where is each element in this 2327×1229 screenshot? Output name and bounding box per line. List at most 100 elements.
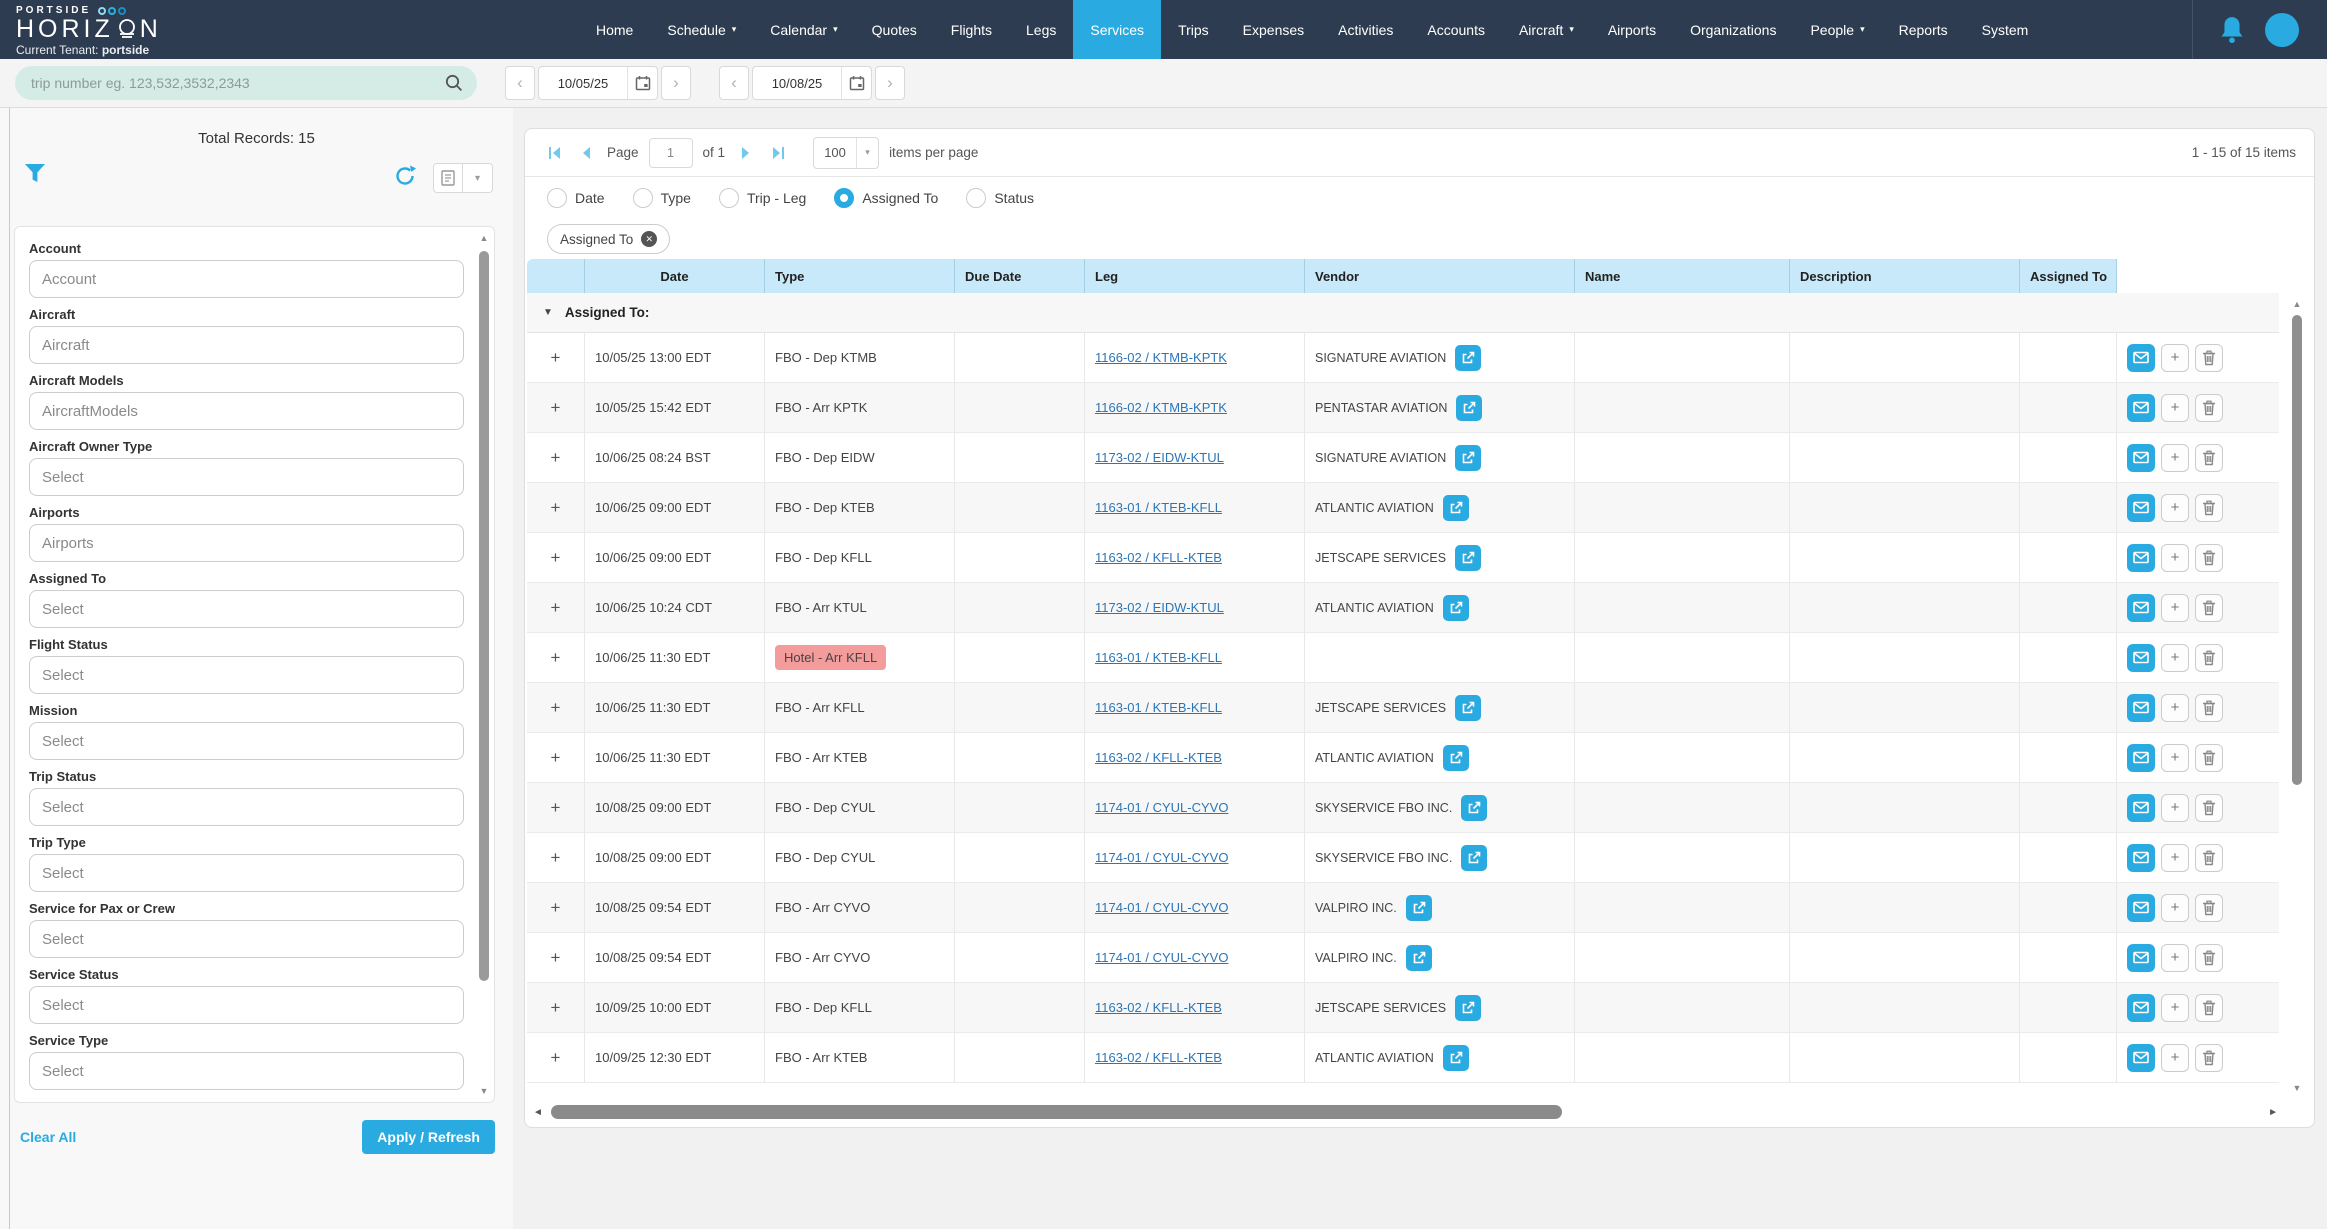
radio-assigned-to[interactable]: Assigned To: [834, 188, 938, 208]
delete-button[interactable]: [2195, 893, 2223, 922]
nav-item-aircraft[interactable]: Aircraft ▾: [1502, 0, 1591, 59]
filter-input-service-status[interactable]: [29, 986, 464, 1024]
calendar-icon[interactable]: [841, 67, 871, 99]
vendor-link-button[interactable]: [1455, 994, 1482, 1021]
nav-item-home[interactable]: Home: [579, 0, 650, 59]
email-button[interactable]: [2127, 343, 2155, 372]
email-button[interactable]: [2127, 843, 2155, 872]
leg-link[interactable]: 1163-01 / KTEB-KFLL: [1095, 500, 1222, 515]
filter-input-aircraft[interactable]: [29, 326, 464, 364]
email-button[interactable]: [2127, 443, 2155, 472]
nav-item-accounts[interactable]: Accounts: [1410, 0, 1502, 59]
filter-input-airports[interactable]: [29, 524, 464, 562]
vendor-link-button[interactable]: [1442, 494, 1469, 521]
add-service-button[interactable]: +: [2161, 893, 2189, 922]
delete-button[interactable]: [2195, 593, 2223, 622]
delete-button[interactable]: [2195, 1043, 2223, 1072]
prev-page-button[interactable]: [575, 142, 597, 164]
expand-row-button[interactable]: +: [527, 683, 585, 732]
apply-refresh-button[interactable]: Apply / Refresh: [362, 1120, 495, 1154]
scroll-up-icon[interactable]: ▲: [2292, 299, 2302, 309]
nav-item-schedule[interactable]: Schedule ▾: [650, 0, 753, 59]
expand-row-button[interactable]: +: [527, 783, 585, 832]
date-from-next-button[interactable]: ›: [661, 66, 691, 100]
delete-button[interactable]: [2195, 743, 2223, 772]
date-from-prev-button[interactable]: ‹: [505, 66, 535, 100]
leg-link[interactable]: 1166-02 / KTMB-KPTK: [1095, 350, 1227, 365]
radio-status[interactable]: Status: [966, 188, 1034, 208]
leg-link[interactable]: 1163-02 / KFLL-KTEB: [1095, 1000, 1222, 1015]
clear-all-link[interactable]: Clear All: [20, 1129, 77, 1145]
first-page-button[interactable]: [543, 142, 565, 164]
leg-link[interactable]: 1173-02 / EIDW-KTUL: [1095, 450, 1224, 465]
add-service-button[interactable]: +: [2161, 393, 2189, 422]
notification-bell-icon[interactable]: [2219, 16, 2245, 44]
delete-button[interactable]: [2195, 543, 2223, 572]
scroll-down-icon[interactable]: ▼: [2292, 1083, 2302, 1093]
delete-button[interactable]: [2195, 843, 2223, 872]
add-service-button[interactable]: +: [2161, 443, 2189, 472]
search-icon[interactable]: [445, 74, 463, 92]
add-service-button[interactable]: +: [2161, 793, 2189, 822]
nav-item-quotes[interactable]: Quotes: [855, 0, 934, 59]
email-button[interactable]: [2127, 693, 2155, 722]
date-to-value[interactable]: 10/08/25: [771, 75, 823, 91]
user-avatar[interactable]: [2265, 12, 2299, 47]
leg-link[interactable]: 1174-01 / CYUL-CYVO: [1095, 800, 1229, 815]
leg-link[interactable]: 1174-01 / CYUL-CYVO: [1095, 950, 1229, 965]
filter-input-trip-status[interactable]: [29, 788, 464, 826]
nav-item-activities[interactable]: Activities: [1321, 0, 1410, 59]
add-service-button[interactable]: +: [2161, 1043, 2189, 1072]
email-button[interactable]: [2127, 593, 2155, 622]
scroll-down-icon[interactable]: ▼: [479, 1086, 489, 1096]
filter-input-trip-type[interactable]: [29, 854, 464, 892]
vendor-link-button[interactable]: [1461, 844, 1488, 871]
expand-row-button[interactable]: +: [527, 1033, 585, 1082]
add-service-button[interactable]: +: [2161, 643, 2189, 672]
leg-link[interactable]: 1174-01 / CYUL-CYVO: [1095, 850, 1229, 865]
nav-item-reports[interactable]: Reports: [1882, 0, 1965, 59]
expand-row-button[interactable]: +: [527, 483, 585, 532]
delete-button[interactable]: [2195, 693, 2223, 722]
delete-button[interactable]: [2195, 493, 2223, 522]
delete-button[interactable]: [2195, 993, 2223, 1022]
expand-row-button[interactable]: +: [527, 983, 585, 1032]
table-horizontal-scrollbar[interactable]: ◄ ►: [533, 1103, 2278, 1121]
radio-trip-leg[interactable]: Trip - Leg: [718, 188, 806, 208]
nav-item-flights[interactable]: Flights: [934, 0, 1009, 59]
delete-button[interactable]: [2195, 793, 2223, 822]
filter-input-flight-status[interactable]: [29, 656, 464, 694]
add-service-button[interactable]: +: [2161, 693, 2189, 722]
nav-item-system[interactable]: System: [1965, 0, 2046, 59]
email-button[interactable]: [2127, 493, 2155, 522]
leg-link[interactable]: 1163-01 / KTEB-KFLL: [1095, 650, 1222, 665]
vendor-link-button[interactable]: [1442, 594, 1469, 621]
leg-link[interactable]: 1163-02 / KFLL-KTEB: [1095, 750, 1222, 765]
nav-item-airports[interactable]: Airports: [1591, 0, 1673, 59]
scrollbar-thumb[interactable]: [550, 1105, 1562, 1119]
expand-row-button[interactable]: +: [527, 933, 585, 982]
date-from-value[interactable]: 10/05/25: [557, 75, 609, 91]
filter-input-assigned-to[interactable]: [29, 590, 464, 628]
last-page-button[interactable]: [767, 142, 789, 164]
leg-link[interactable]: 1174-01 / CYUL-CYVO: [1095, 900, 1229, 915]
date-to-next-button[interactable]: ›: [875, 66, 905, 100]
leg-link[interactable]: 1163-02 / KFLL-KTEB: [1095, 1050, 1222, 1065]
expand-row-button[interactable]: +: [527, 533, 585, 582]
scrollbar-thumb[interactable]: [2292, 315, 2302, 785]
email-button[interactable]: [2127, 643, 2155, 672]
vendor-link-button[interactable]: [1455, 344, 1482, 371]
vendor-link-button[interactable]: [1442, 1044, 1469, 1071]
vendor-link-button[interactable]: [1455, 444, 1482, 471]
leg-link[interactable]: 1166-02 / KTMB-KPTK: [1095, 400, 1227, 415]
radio-type[interactable]: Type: [632, 188, 691, 208]
vendor-link-button[interactable]: [1405, 944, 1432, 971]
email-button[interactable]: [2127, 743, 2155, 772]
expand-row-button[interactable]: +: [527, 433, 585, 482]
refresh-icon[interactable]: [393, 164, 417, 188]
expand-row-button[interactable]: +: [527, 333, 585, 382]
scroll-left-icon[interactable]: ◄: [533, 1106, 543, 1118]
nav-item-organizations[interactable]: Organizations: [1673, 0, 1793, 59]
add-service-button[interactable]: +: [2161, 743, 2189, 772]
add-service-button[interactable]: +: [2161, 343, 2189, 372]
